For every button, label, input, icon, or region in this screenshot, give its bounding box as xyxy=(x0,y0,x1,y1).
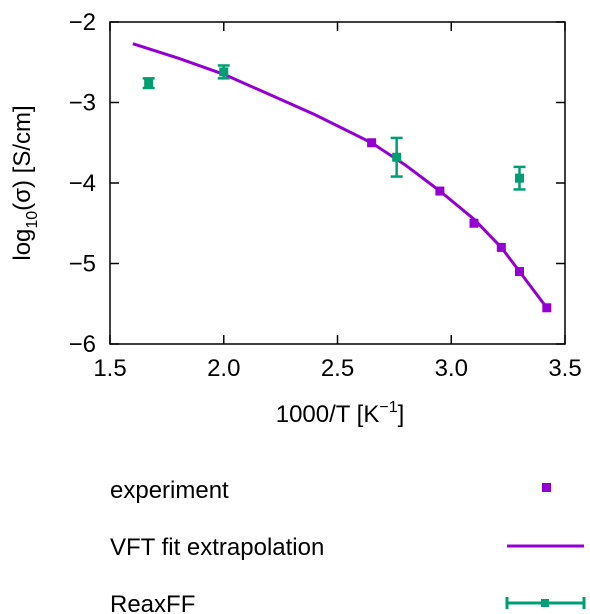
y-tick-label: −6 xyxy=(69,331,96,358)
legend-marker-experiment xyxy=(542,483,551,492)
reaxff-point xyxy=(390,136,403,178)
vft-fit-line xyxy=(132,42,548,309)
legend-label-reaxff: ReaxFF xyxy=(110,591,195,614)
x-tick-label: 3.0 xyxy=(435,355,468,382)
experiment-point xyxy=(435,186,445,196)
experiment-point xyxy=(367,138,377,148)
x-axis: 1.5 2.0 2.5 3.0 3.5 xyxy=(93,22,582,382)
legend-errorbar-reaxff xyxy=(505,597,586,609)
x-axis-label-superscript: −1 xyxy=(379,399,397,416)
x-tick-label: 2.0 xyxy=(207,355,240,382)
y-tick-label: −4 xyxy=(69,170,96,197)
x-tick-label: 2.5 xyxy=(321,355,354,382)
series-layer xyxy=(132,42,552,313)
legend: experiment VFT fit extrapolation ReaxFF xyxy=(110,477,586,614)
legend-label-experiment: experiment xyxy=(110,477,229,504)
x-axis-label: 1000/T [K−1] xyxy=(276,399,405,428)
reaxff-point xyxy=(513,165,526,191)
x-tick-label: 1.5 xyxy=(93,355,126,382)
experiment-point xyxy=(542,303,552,313)
x-tick-label: 3.5 xyxy=(548,355,581,382)
experiment-point xyxy=(515,267,524,277)
y-tick-label: −3 xyxy=(69,90,96,117)
plot-frame xyxy=(109,21,566,345)
y-axis: −6 −5 −4 −3 −2 xyxy=(69,9,565,358)
y-tick-label: −2 xyxy=(69,9,96,36)
experiment-point xyxy=(496,242,506,252)
y-axis-label-subscript: 10 xyxy=(24,211,41,229)
y-tick-label: −5 xyxy=(69,251,96,278)
reaxff-point xyxy=(217,64,230,80)
reaxff-point xyxy=(142,77,155,90)
experiment-point xyxy=(469,218,479,228)
legend-label-vft-fit-extrapolation: VFT fit extrapolation xyxy=(110,534,324,561)
y-axis-label: log10(σ) [S/cm] xyxy=(9,105,41,260)
